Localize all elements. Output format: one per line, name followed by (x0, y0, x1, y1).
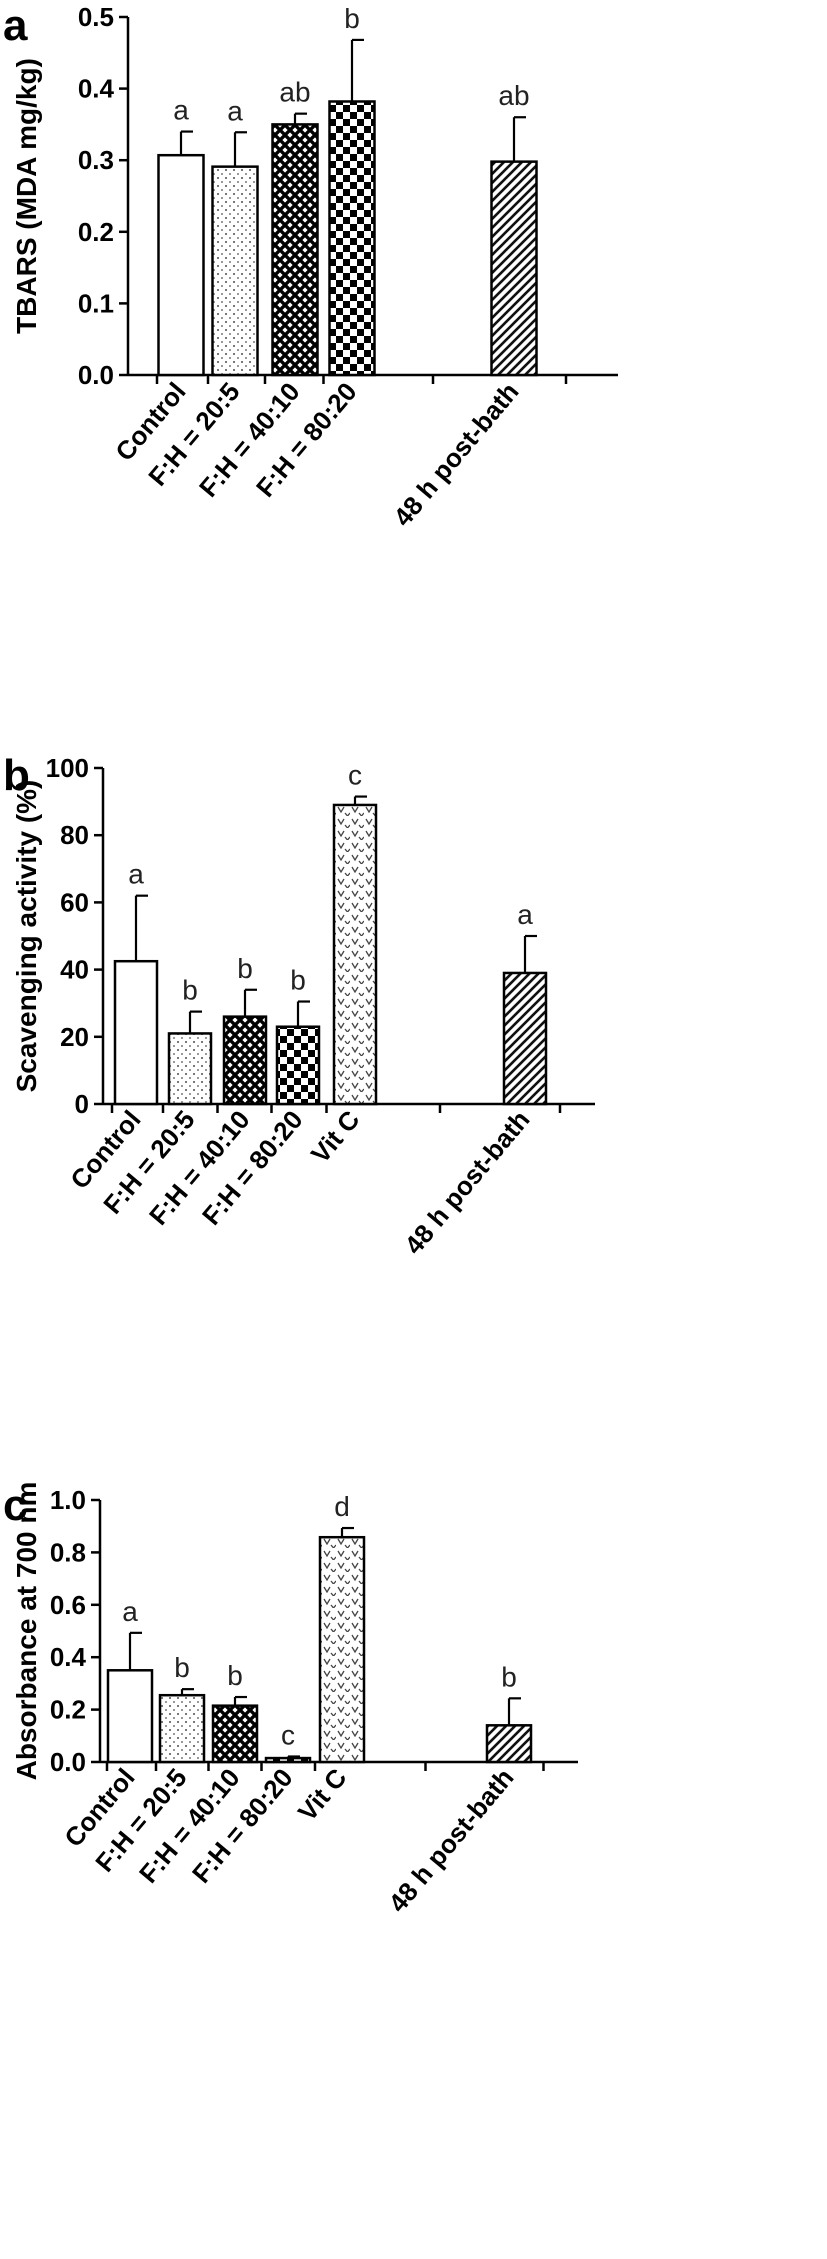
bar (485, 1724, 533, 1764)
y-tick-label: 0.4 (50, 1642, 87, 1672)
y-tick-label: 0.4 (78, 74, 115, 104)
x-tick-label: Vit C (305, 1104, 366, 1168)
y-tick-label: 0.2 (78, 217, 114, 247)
y-axis-label: Absorbance at 700 nm (11, 1482, 42, 1781)
significance-label: a (517, 899, 533, 930)
bar (328, 100, 376, 377)
y-tick-label: 20 (60, 1022, 89, 1052)
y-tick-label: 0 (75, 1089, 89, 1119)
bar (157, 153, 205, 377)
significance-label: a (173, 95, 189, 126)
significance-label: c (281, 1719, 295, 1750)
significance-label: a (227, 95, 243, 126)
significance-label: c (348, 760, 362, 791)
bar (222, 1015, 268, 1106)
panel-a-letter: a (3, 1, 28, 50)
panel-c: c 0.0 0.2 0.4 0.6 0.8 1.0 Absorbance at 700 nm… (3, 1481, 578, 1918)
y-axis-label: Scavenging activity (%) (11, 780, 42, 1093)
significance-label: ab (498, 80, 529, 111)
y-tick-label: 0.5 (78, 2, 114, 32)
x-tick-label: 48 h post-bath (398, 1105, 535, 1260)
panel-b-letter: b (3, 751, 30, 800)
significance-label: a (128, 859, 144, 890)
panel-c-letter: c (3, 1481, 27, 1530)
significance-label: d (334, 1491, 350, 1522)
y-tick-label: 100 (46, 753, 89, 783)
y-tick-label: 0.6 (50, 1590, 86, 1620)
y-tick-label: 60 (60, 887, 89, 917)
y-tick-label: 0.3 (78, 145, 114, 175)
y-tick-label: 0.2 (50, 1695, 86, 1725)
y-tick-label: 0.0 (78, 360, 114, 390)
significance-label: b (227, 1660, 243, 1691)
x-tick-label: 48 h post-bath (387, 377, 524, 532)
significance-label: b (344, 3, 360, 34)
x-tick-label: 48 h post-bath (382, 1763, 519, 1918)
x-tick-label: Vit C (292, 1762, 353, 1826)
significance-label: a (122, 1596, 138, 1627)
y-tick-label: 0.0 (50, 1747, 86, 1777)
bar (264, 1756, 312, 1764)
significance-label: b (174, 1652, 190, 1683)
bar (211, 1704, 259, 1764)
bar (490, 160, 538, 377)
bar (211, 165, 259, 377)
bar (271, 123, 319, 377)
y-tick-label: 40 (60, 955, 89, 985)
bar (113, 959, 159, 1106)
bar (158, 1693, 206, 1764)
y-tick-label: 0.8 (50, 1537, 86, 1567)
bar (167, 1032, 213, 1106)
y-tick-label: 80 (60, 820, 89, 850)
bar (275, 1025, 321, 1106)
significance-label: b (182, 975, 198, 1006)
bar (318, 1535, 366, 1764)
bar (502, 971, 548, 1106)
y-axis-label: TBARS (MDA mg/kg) (11, 58, 42, 334)
y-tick-label: 1.0 (50, 1485, 86, 1515)
significance-label: b (290, 965, 306, 996)
significance-label: ab (279, 77, 310, 108)
bar (332, 803, 378, 1106)
y-tick-label: 0.1 (78, 288, 114, 318)
significance-label: b (501, 1661, 517, 1692)
significance-label: b (237, 953, 253, 984)
bar (106, 1669, 154, 1764)
